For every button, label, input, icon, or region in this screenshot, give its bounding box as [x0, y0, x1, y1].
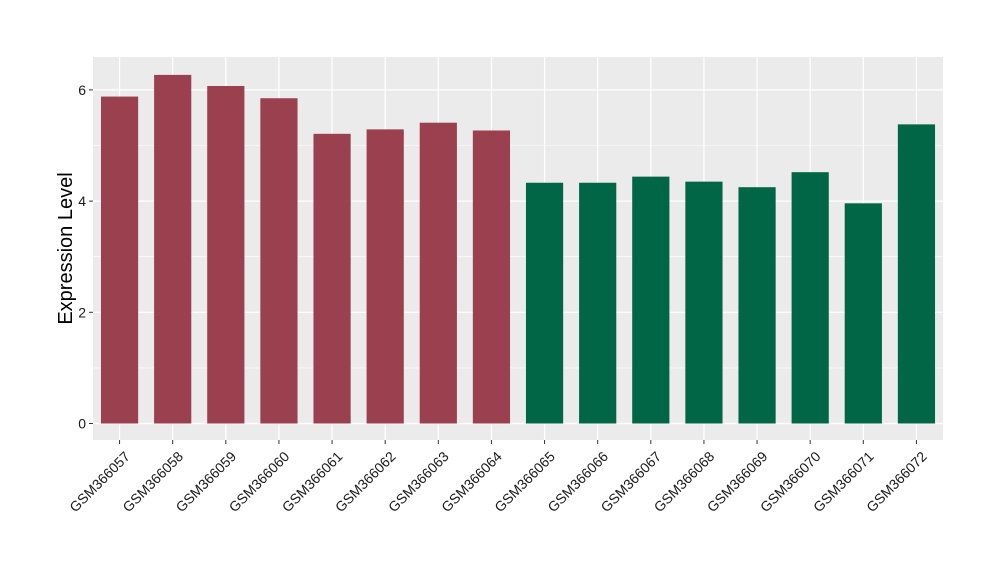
bar-GSM366069 [738, 187, 776, 424]
bar-GSM366061 [313, 133, 351, 424]
bar-GSM366071 [844, 203, 882, 424]
bar-GSM366065 [525, 182, 564, 424]
bar-GSM366067 [632, 176, 670, 424]
bar-GSM366063 [419, 122, 457, 424]
bar-GSM366057 [100, 96, 139, 424]
y-tick-label: 6 [78, 82, 86, 98]
bar-GSM366062 [366, 129, 404, 424]
bar-GSM366059 [207, 86, 245, 424]
bar-GSM366068 [685, 181, 723, 424]
x-axis: GSM366057GSM366058GSM366059GSM366060GSM3… [66, 440, 930, 515]
y-axis: 0 2 4 6 [78, 82, 93, 432]
bar-GSM366070 [791, 172, 829, 424]
y-axis-title: Expression Level [55, 172, 77, 324]
bars [100, 74, 936, 424]
bar-GSM366064 [472, 130, 511, 424]
bar-GSM366072 [897, 124, 936, 424]
bar-GSM366058 [154, 74, 192, 424]
y-tick-label: 2 [78, 304, 86, 320]
y-tick-label: 0 [78, 416, 86, 432]
y-tick-label: 4 [78, 193, 86, 209]
bar-GSM366060 [260, 98, 298, 424]
bar-GSM366066 [579, 182, 617, 424]
